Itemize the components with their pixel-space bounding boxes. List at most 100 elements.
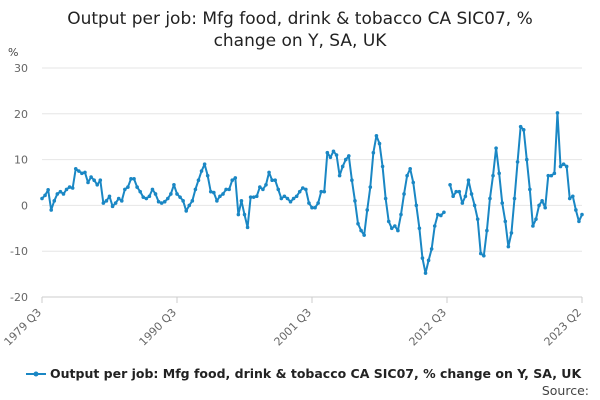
data-point[interactable] (574, 208, 578, 212)
data-point[interactable] (282, 194, 287, 199)
data-point[interactable] (193, 187, 198, 192)
data-point[interactable] (328, 155, 333, 160)
data-point[interactable] (561, 162, 566, 166)
data-point[interactable] (356, 221, 360, 226)
data-point[interactable] (399, 212, 403, 217)
data-point[interactable] (172, 182, 176, 187)
data-point[interactable] (83, 170, 87, 175)
data-point[interactable] (233, 176, 238, 180)
data-point[interactable] (485, 228, 489, 233)
data-point[interactable] (316, 201, 320, 205)
data-point[interactable] (555, 111, 560, 115)
data-point[interactable] (49, 208, 54, 212)
data-point[interactable] (543, 205, 547, 210)
data-point[interactable] (506, 244, 511, 249)
data-point[interactable] (386, 219, 391, 224)
data-point[interactable] (270, 178, 274, 183)
data-point[interactable] (331, 149, 336, 154)
data-point[interactable] (313, 205, 317, 210)
data-point[interactable] (414, 203, 419, 208)
data-point[interactable] (310, 205, 314, 210)
data-point[interactable] (248, 195, 253, 199)
data-point[interactable] (362, 233, 366, 237)
data-point[interactable] (570, 194, 575, 199)
data-point[interactable] (300, 186, 305, 190)
data-point[interactable] (119, 199, 124, 203)
data-point[interactable] (110, 204, 115, 209)
data-point[interactable] (86, 180, 90, 185)
data-point[interactable] (291, 196, 296, 201)
data-point[interactable] (534, 217, 538, 221)
data-point[interactable] (135, 185, 139, 189)
data-point[interactable] (426, 258, 431, 263)
data-point[interactable] (144, 196, 149, 201)
data-point[interactable] (451, 194, 455, 199)
data-point[interactable] (123, 187, 127, 192)
data-point[interactable] (564, 164, 569, 169)
data-point[interactable] (202, 162, 207, 166)
data-point[interactable] (432, 224, 437, 228)
data-point[interactable] (132, 177, 136, 181)
data-point[interactable] (159, 201, 164, 205)
data-point[interactable] (491, 173, 495, 178)
data-point[interactable] (319, 189, 324, 194)
data-point[interactable] (334, 153, 339, 157)
data-point[interactable] (448, 182, 452, 187)
data-point[interactable] (469, 192, 474, 196)
data-point[interactable] (285, 196, 290, 201)
data-point[interactable] (377, 141, 382, 146)
data-point[interactable] (212, 190, 216, 195)
data-point[interactable] (460, 201, 465, 205)
data-point[interactable] (150, 187, 155, 192)
data-point[interactable] (307, 201, 311, 205)
data-point[interactable] (196, 178, 201, 183)
data-point[interactable] (46, 188, 50, 192)
data-point[interactable] (577, 219, 581, 224)
data-point[interactable] (227, 187, 231, 192)
data-point[interactable] (77, 169, 81, 173)
data-point[interactable] (276, 187, 281, 192)
data-point[interactable] (242, 212, 247, 217)
data-point[interactable] (113, 201, 118, 205)
data-point[interactable] (521, 128, 526, 132)
data-point[interactable] (181, 199, 185, 203)
data-point[interactable] (52, 199, 57, 203)
data-point[interactable] (224, 187, 228, 192)
data-point[interactable] (61, 192, 66, 196)
data-point[interactable] (515, 160, 520, 164)
data-point[interactable] (472, 203, 477, 208)
data-point[interactable] (371, 150, 376, 155)
data-point[interactable] (340, 164, 345, 169)
data-point[interactable] (205, 173, 210, 178)
data-point[interactable] (380, 164, 385, 169)
data-point[interactable] (89, 175, 93, 179)
data-point[interactable] (95, 182, 100, 187)
data-point[interactable] (393, 224, 397, 228)
data-point[interactable] (153, 192, 158, 196)
data-point[interactable] (322, 189, 327, 194)
data-point[interactable] (129, 177, 133, 181)
data-point[interactable] (343, 157, 348, 162)
legend[interactable]: Output per job: Mfg food, drink & tobacc… (26, 366, 582, 381)
data-point[interactable] (40, 196, 44, 201)
data-point[interactable] (162, 199, 167, 204)
data-point[interactable] (359, 228, 363, 233)
data-point[interactable] (518, 124, 523, 129)
data-point[interactable] (466, 178, 471, 183)
data-point[interactable] (411, 180, 416, 185)
data-point[interactable] (147, 194, 152, 199)
data-point[interactable] (297, 189, 302, 194)
data-point[interactable] (396, 228, 400, 233)
data-point[interactable] (215, 199, 219, 203)
data-point[interactable] (402, 192, 406, 196)
data-point[interactable] (218, 194, 222, 199)
data-point[interactable] (304, 187, 308, 192)
data-point[interactable] (251, 195, 256, 199)
data-point[interactable] (294, 194, 299, 199)
data-point[interactable] (104, 199, 109, 203)
data-point[interactable] (540, 199, 544, 203)
data-point[interactable] (478, 251, 483, 256)
data-point[interactable] (325, 150, 330, 155)
data-point[interactable] (184, 209, 189, 213)
data-point[interactable] (261, 187, 265, 192)
